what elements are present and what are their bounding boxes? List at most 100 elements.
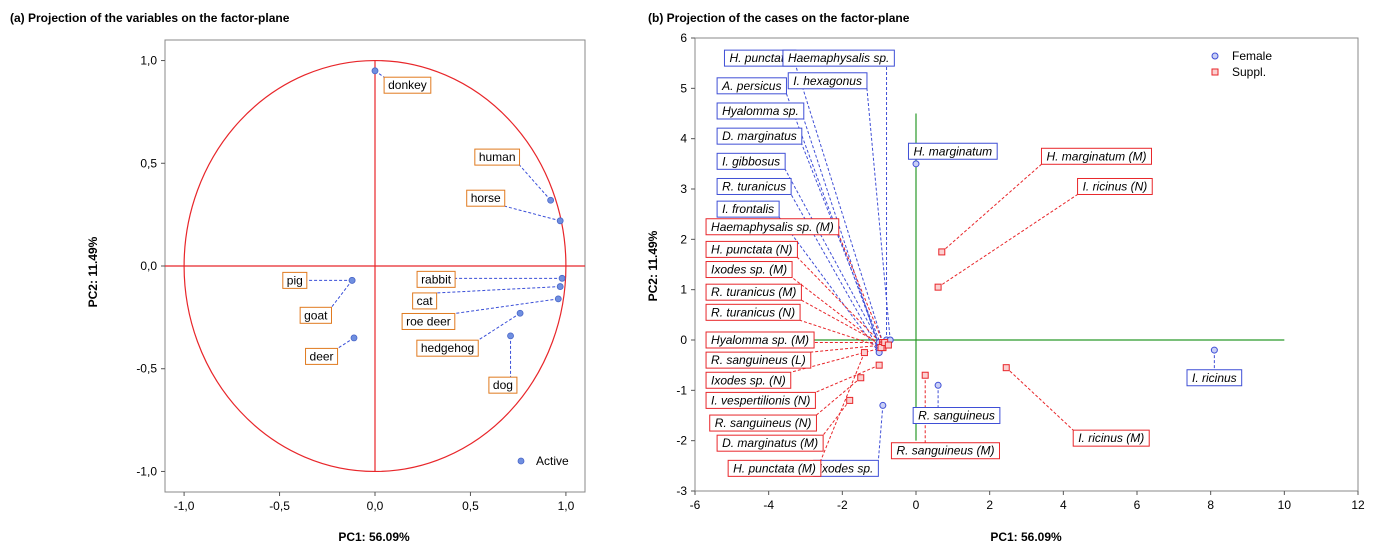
panel-a-leader-line [331, 280, 353, 308]
panel-a-label-box [466, 189, 506, 207]
panel-b-leader-line [877, 405, 884, 461]
panel-a-leader-line [504, 205, 561, 222]
panel-b-point-label: Hyalomma sp. [722, 104, 799, 118]
panel-a-ticks: -1,0 -0,5 0,0 0,5 1,0 -1,0 -0,5 0,0 0,5 1,0 [136, 54, 574, 513]
panel-b-point-label: R. sanguineus (M) [896, 444, 994, 458]
panel-b-female-point [912, 160, 920, 168]
panel-a-unit-circle [165, 59, 585, 473]
panel-a-point [547, 196, 555, 204]
panel-a-ytick-label: 0,5 [140, 156, 157, 170]
panel-a-xtick-label: 0,5 [462, 499, 479, 513]
panel-b-point-label: R. sanguineus [918, 409, 995, 423]
panel-b-female-point [879, 401, 887, 409]
panel-b-ytick-label: 1 [680, 283, 687, 297]
panel-a-point [558, 274, 566, 282]
panel-b-label-box [1072, 429, 1150, 447]
panel-a-xlabel: PC1: 56.09% [338, 530, 410, 544]
panel-b-label-box [1077, 177, 1153, 195]
panel-b-leader-line [866, 88, 891, 341]
panel-b-suppl-point [884, 341, 892, 349]
panel-b-point-label: I. frontalis [722, 202, 774, 216]
panel-b-point-label: R. turanicus [722, 179, 786, 193]
panel-a-point [371, 67, 379, 75]
panel-b-point-label: H. marginatum [913, 144, 992, 158]
panel-b-ytick-label: 2 [680, 232, 687, 246]
panel-b-xlabel: PC1: 56.09% [990, 530, 1062, 544]
panel-b-leader-line [797, 257, 884, 346]
panel-b-ytick-label: 4 [680, 132, 687, 146]
panel-b-point-label: I. ricinus (M) [1078, 431, 1144, 445]
panel-b-legend-label-suppl: Suppl. [1232, 65, 1266, 79]
panel-a-legend: Active [517, 454, 569, 468]
panel-b-label-box [705, 371, 792, 389]
panel-a-label-box [416, 339, 479, 357]
panel-b-point-label: Ixodes sp. [819, 461, 874, 475]
panel-a: (a) Projection of the variables on the f… [10, 11, 586, 544]
panel-b-label-box [716, 200, 780, 218]
panel-b-xtick-label: 0 [913, 498, 920, 512]
panel-a-point-label: roe deer [406, 314, 451, 328]
panel-b-point-label: R. sanguineus (L) [711, 353, 806, 367]
panel-b-leader-line [816, 377, 862, 416]
panel-a-point-label: donkey [388, 78, 427, 92]
panel-b-leader-line [937, 194, 1078, 288]
panel-a-point [556, 217, 564, 225]
panel-b-point-label: R. turanicus (M) [711, 285, 796, 299]
panel-a-point-label: horse [471, 191, 501, 205]
panel-b-xtick-label: 2 [986, 498, 993, 512]
panel-b-leader-line [784, 169, 880, 343]
panel-b-xtick-label: 10 [1278, 498, 1292, 512]
panel-b-plot-frame [694, 37, 1359, 492]
panel-a-point-label: deer [310, 349, 334, 363]
panel-b-leader-lines [778, 65, 1215, 461]
panel-a-xtick-label: -0,5 [269, 499, 290, 513]
panel-a-label-box [474, 148, 521, 166]
panel-b-point-label: Haemaphysalis sp. [788, 51, 889, 65]
panel-a-point-labels: donkey human horse rabbit cat roe deer hedgeho… [282, 76, 521, 394]
panel-b-point-label: R. turanicus (N) [711, 305, 795, 319]
panel-b-label-box [705, 331, 815, 349]
panel-a-point [507, 332, 514, 340]
panel-b-leader-line [801, 143, 882, 346]
panel-b-suppl-point [860, 349, 868, 357]
panel-b-legend: Female Suppl. [1211, 49, 1272, 79]
panel-a-points [348, 67, 566, 342]
panel-b-point-label: H. punctata [729, 51, 791, 65]
panel-b-suppl-point [875, 361, 883, 369]
panel-b-point-label: A. persicus [721, 79, 781, 93]
panel-a-title: (a) Projection of the variables on the f… [10, 11, 290, 25]
panel-b-label-box [716, 177, 792, 195]
panel-a-label-box [401, 312, 456, 330]
panel-a-ytick-label: -0,5 [136, 362, 157, 376]
panel-a-point [556, 283, 564, 290]
panel-a-label-box [299, 306, 332, 324]
panel-b-leader-line [778, 216, 880, 353]
panel-b-label-box [705, 283, 802, 301]
panel-b-leader-line [791, 277, 884, 348]
panel-a-point [516, 309, 524, 317]
panel-a-xtick-label: -1,0 [174, 499, 195, 513]
panel-b-label-box [705, 240, 798, 258]
panel-b-label-box [709, 414, 817, 432]
panel-b-leader-line [801, 299, 884, 346]
panel-a-point-label: dog [493, 378, 513, 392]
panel-b-suppl-point [877, 344, 885, 352]
panel-a-point-label: human [479, 150, 516, 164]
panel-b-xtick-label: -4 [763, 498, 774, 512]
panel-b-leader-line [941, 163, 1042, 253]
panel-b-leader-line [810, 344, 883, 353]
panel-b-ytick-label: 6 [680, 31, 687, 45]
panel-b-ytick-label: -2 [676, 434, 687, 448]
panel-b-female-point [1210, 346, 1218, 354]
panel-b-point-label: Hyalomma sp. (M) [711, 333, 809, 347]
panel-b-ytick-label: 0 [680, 333, 687, 347]
panel-b-label-box [705, 218, 840, 236]
panel-b-point-label: D. marginatus (M) [722, 436, 818, 450]
panel-b-label-box [705, 351, 812, 369]
panel-b-xtick-label: -2 [837, 498, 848, 512]
panel-b-leader-line [838, 234, 884, 343]
panel-a-point-label: goat [304, 308, 328, 322]
panel-a-label-box [305, 347, 339, 365]
